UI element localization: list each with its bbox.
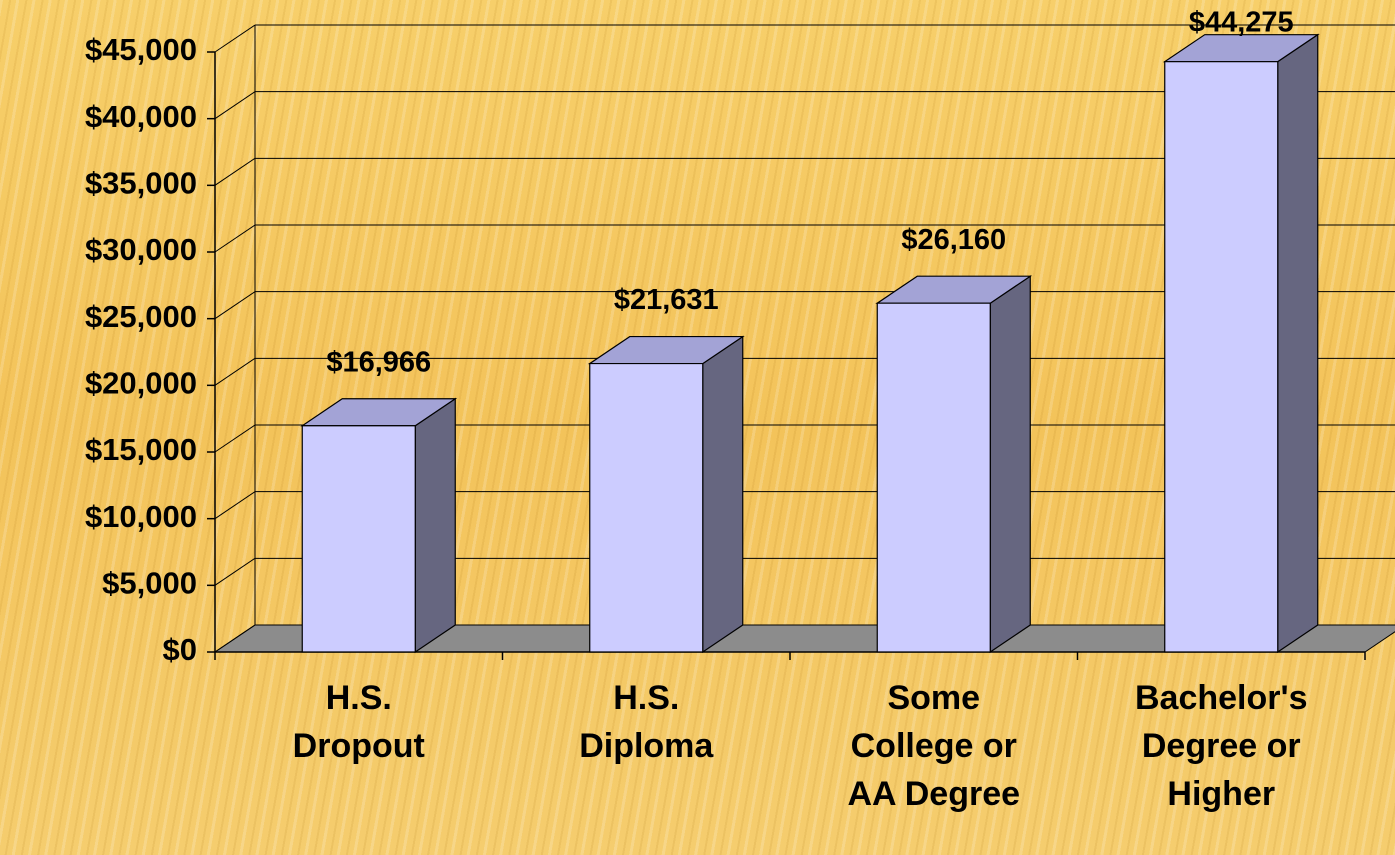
y-tick-label: $0 — [163, 632, 197, 667]
bar — [1162, 33, 1320, 654]
bar-side — [702, 335, 744, 654]
y-tick-label: $20,000 — [85, 366, 197, 401]
grid-line-side — [214, 357, 256, 386]
bar-side — [1277, 33, 1319, 654]
y-tick-label: $15,000 — [85, 432, 197, 467]
bar-side — [414, 397, 456, 654]
grid-line-side — [214, 491, 256, 520]
y-tick-label: $5,000 — [102, 566, 197, 601]
x-tick-label: Some College or AA Degree — [847, 679, 1021, 813]
grid-line-side — [214, 424, 256, 453]
grid-line-side — [214, 91, 256, 120]
x-tick-label: Bachelor's Degree or Higher — [1135, 679, 1308, 813]
grid-line-side — [214, 557, 256, 586]
y-tick-label: $10,000 — [85, 499, 197, 534]
value-label: $26,160 — [901, 224, 1006, 256]
grid-line-side — [214, 224, 256, 253]
value-label: $21,631 — [614, 284, 719, 316]
bar — [875, 275, 1033, 654]
value-label: $44,275 — [1189, 7, 1294, 39]
y-tick-label: $30,000 — [85, 232, 197, 267]
grid-line-side — [214, 291, 256, 320]
bar-front — [589, 362, 704, 653]
bar-front — [1164, 61, 1279, 653]
x-tick-label: H.S. Diploma — [579, 679, 714, 765]
bar-front — [301, 425, 416, 653]
grid-line-side — [214, 157, 256, 186]
grid-line-side — [214, 624, 256, 653]
grid-line-side — [214, 24, 256, 53]
value-label: $16,966 — [326, 346, 431, 378]
x-tick-label: H.S. Dropout — [292, 679, 425, 765]
bar — [587, 335, 745, 654]
bar-front — [876, 302, 991, 653]
y-tick-label: $40,000 — [85, 99, 197, 134]
y-tick-label: $35,000 — [85, 166, 197, 201]
y-tick-label: $45,000 — [85, 32, 197, 67]
bar-side — [989, 275, 1031, 654]
y-tick-label: $25,000 — [85, 299, 197, 334]
bar — [300, 397, 458, 654]
